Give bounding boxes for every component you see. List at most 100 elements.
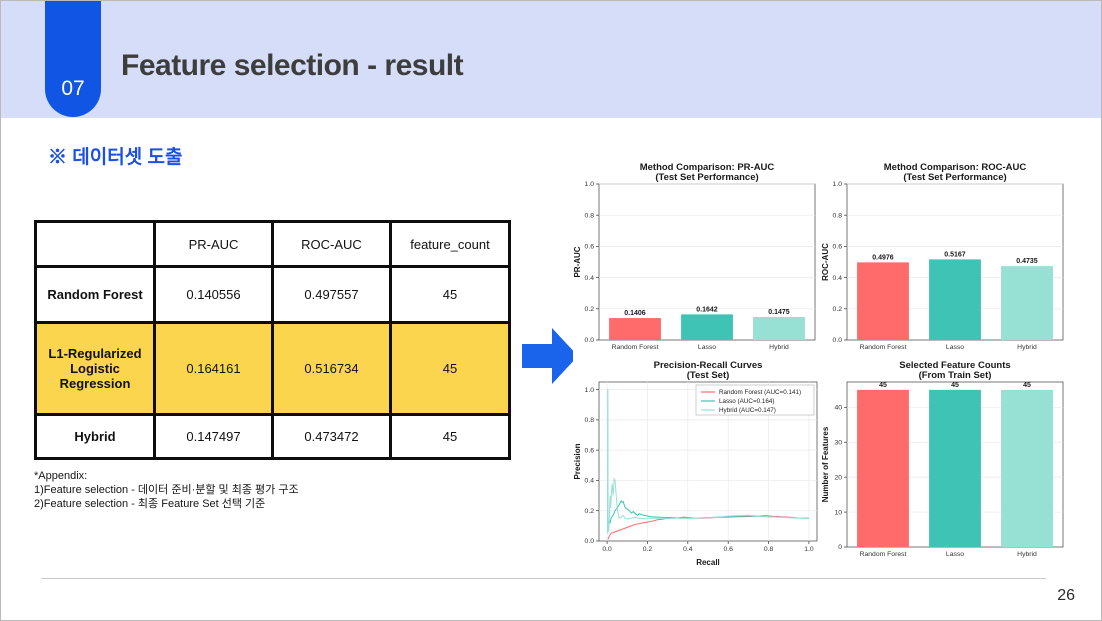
svg-text:45: 45	[1023, 382, 1031, 389]
table-cell: 0.147497	[153, 413, 274, 460]
table-row-label: L1-Regularized Logistic Regression	[34, 321, 156, 416]
svg-text:1.0: 1.0	[804, 546, 814, 553]
svg-text:0.4: 0.4	[833, 275, 843, 282]
svg-text:Lasso: Lasso	[946, 344, 964, 351]
svg-text:0.0: 0.0	[602, 546, 612, 553]
svg-text:0.8: 0.8	[764, 546, 774, 553]
svg-text:Random Forest: Random Forest	[860, 551, 907, 558]
table-column-header	[34, 220, 156, 268]
svg-text:30: 30	[834, 439, 842, 446]
header-band: 07 Feature selection - result	[1, 1, 1101, 118]
footer-divider	[41, 578, 1046, 579]
table-cell: 45	[389, 413, 511, 460]
svg-text:20: 20	[834, 474, 842, 481]
svg-text:0.4: 0.4	[585, 478, 595, 485]
svg-text:1.0: 1.0	[585, 387, 595, 394]
svg-text:0.0: 0.0	[833, 337, 843, 344]
table-row: Hybrid 0.147497 0.473472 45	[34, 413, 511, 460]
table-column-header: feature_count	[389, 220, 511, 268]
svg-text:45: 45	[951, 382, 959, 389]
appendix-notes: *Appendix: 1)Feature selection - 데이터 준비·…	[34, 469, 299, 511]
svg-text:0.4: 0.4	[585, 275, 595, 282]
svg-text:0.1406: 0.1406	[624, 310, 646, 317]
results-table: PR-AUC ROC-AUC feature_count Random Forest…	[34, 220, 511, 460]
right-arrow-icon	[522, 328, 578, 384]
pr-curve-chart-canvas: Precision-Recall Curves(Test Set) 0.0 0.2 0…	[573, 360, 818, 567]
appendix-line: 1)Feature selection - 데이터 준비·분할 및 최종 평가 …	[34, 484, 299, 496]
table-cell: 0.473472	[271, 413, 392, 460]
svg-text:0.8: 0.8	[833, 212, 843, 219]
svg-text:PR-AUC: PR-AUC	[573, 246, 582, 277]
page-number: 26	[1057, 587, 1075, 604]
precision-recall-curve-chart: Precision-Recall Curves (Test Set) 0.0 0.2 0…	[573, 358, 823, 569]
appendix-line: 2)Feature selection - 최종 Feature Set 선택 …	[34, 498, 266, 510]
slide-number-badge: 07	[45, 1, 101, 117]
svg-text:Lasso: Lasso	[698, 344, 716, 351]
table-cell: 0.516734	[271, 321, 392, 416]
table-cell: 45	[389, 265, 511, 324]
svg-text:(Test Set Performance): (Test Set Performance)	[655, 172, 758, 183]
svg-text:0.2: 0.2	[833, 306, 843, 313]
svg-text:0.2: 0.2	[585, 508, 595, 515]
svg-text:0.8: 0.8	[585, 417, 595, 424]
table-cell: 0.164161	[153, 321, 274, 416]
feature-count-bar-chart: Selected Feature Counts (From Train Set) 0…	[821, 358, 1069, 565]
svg-text:Hybrid: Hybrid	[1017, 551, 1037, 558]
svg-text:45: 45	[879, 382, 887, 389]
svg-text:Random Forest: Random Forest	[612, 344, 659, 351]
svg-text:0.4976: 0.4976	[872, 254, 894, 261]
svg-text:0.6: 0.6	[833, 244, 843, 251]
svg-text:0.4735: 0.4735	[1016, 258, 1038, 265]
svg-text:0.8: 0.8	[585, 212, 595, 219]
table-cell: 0.140556	[153, 265, 274, 324]
svg-text:Selected Feature Counts: Selected Feature Counts	[899, 360, 1010, 371]
page-title: Feature selection - result	[121, 49, 464, 82]
svg-text:(Test Set): (Test Set)	[687, 370, 730, 381]
table-row-label: Hybrid	[34, 413, 156, 460]
table-row: Random Forest 0.140556 0.497557 45	[34, 265, 511, 324]
svg-text:0.2: 0.2	[585, 306, 595, 313]
svg-text:0.6: 0.6	[723, 546, 733, 553]
pr-auc-bar-chart: Method Comparison: PR-AUC (Test Set Perfo…	[573, 160, 821, 358]
svg-text:ROC-AUC: ROC-AUC	[821, 243, 830, 281]
svg-text:0: 0	[838, 544, 842, 551]
svg-text:1.0: 1.0	[833, 181, 843, 188]
pr-auc-chart-canvas: Method Comparison: PR-AUC(Test Set Perfo…	[573, 162, 816, 351]
svg-text:Hybrid: Hybrid	[1017, 344, 1037, 351]
table-cell: 0.497557	[271, 265, 392, 324]
slide-number-label: 07	[61, 77, 85, 100]
svg-text:Random Forest (AUC=0.141): Random Forest (AUC=0.141)	[719, 389, 801, 396]
svg-text:Lasso (AUC=0.164): Lasso (AUC=0.164)	[719, 398, 774, 405]
roc-auc-bar-chart: Method Comparison: ROC-AUC (Test Set Perf…	[821, 160, 1069, 358]
svg-text:0.0: 0.0	[585, 337, 595, 344]
roc-auc-chart-canvas: Method Comparison: ROC-AUC(Test Set Perf…	[821, 162, 1064, 351]
feature-count-chart-canvas: Selected Feature Counts(From Train Set) 0…	[821, 360, 1064, 558]
svg-text:Method Comparison: ROC-AUC: Method Comparison: ROC-AUC	[884, 162, 1027, 173]
section-heading: ※ 데이터셋 도출	[48, 147, 183, 168]
svg-text:(Test Set Performance): (Test Set Performance)	[903, 172, 1006, 183]
svg-text:0.1642: 0.1642	[696, 306, 718, 313]
svg-text:Number of Features: Number of Features	[821, 426, 830, 502]
svg-text:0.6: 0.6	[585, 447, 595, 454]
svg-text:0.4: 0.4	[683, 546, 693, 553]
svg-text:40: 40	[834, 405, 842, 412]
svg-text:Method Comparison: PR-AUC: Method Comparison: PR-AUC	[640, 162, 775, 173]
table-column-header: PR-AUC	[153, 220, 274, 268]
svg-text:Random Forest: Random Forest	[860, 344, 907, 351]
svg-text:Hybrid: Hybrid	[769, 344, 789, 351]
svg-text:0.6: 0.6	[585, 244, 595, 251]
svg-text:Recall: Recall	[696, 558, 720, 567]
svg-text:1.0: 1.0	[585, 181, 595, 188]
table-row-label: Random Forest	[34, 265, 156, 324]
svg-text:Lasso: Lasso	[946, 551, 964, 558]
svg-text:0.1475: 0.1475	[768, 309, 790, 316]
svg-text:10: 10	[834, 509, 842, 516]
svg-text:0.5167: 0.5167	[944, 251, 966, 258]
appendix-line: *Appendix:	[34, 470, 88, 482]
svg-text:Hybrid (AUC=0.147): Hybrid (AUC=0.147)	[719, 407, 776, 414]
svg-text:(From Train Set): (From Train Set)	[919, 370, 992, 381]
svg-text:Precision-Recall Curves: Precision-Recall Curves	[654, 360, 763, 371]
svg-text:0.0: 0.0	[585, 538, 595, 545]
table-row: L1-Regularized Logistic Regression 0.1641…	[34, 321, 511, 416]
